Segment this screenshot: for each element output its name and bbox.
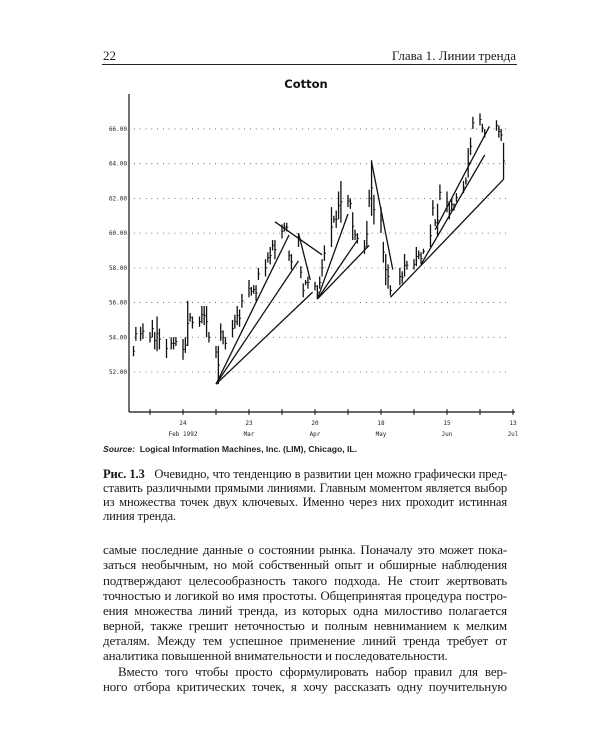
- x-tick-day-label: 24: [179, 420, 187, 427]
- trendline: [389, 178, 505, 298]
- source-text: Logical Information Machines, Inc. (LIM)…: [139, 444, 358, 454]
- caption-label: Рис. 1.3: [103, 467, 145, 481]
- body-text-line: аналитика повышенной внимательности и по…: [103, 648, 448, 663]
- body-text-line: подтверждают целесообразность такого под…: [103, 573, 507, 588]
- trendline: [316, 239, 358, 300]
- body-text-line: самые последние данные о состоянии рынка…: [103, 542, 507, 557]
- body-text-line: точностью и логикой во имя простоты. Общ…: [103, 588, 507, 603]
- x-tick-month-label: May: [376, 431, 387, 438]
- body-text-line: заться необычным, но мой собственный опы…: [103, 557, 507, 572]
- x-tick-month-label: Jun: [442, 431, 453, 438]
- trendline: [370, 161, 394, 270]
- caption-text: Очевидно, что тенденцию в развитии цен м…: [154, 467, 507, 481]
- x-tick-day-label: 23: [245, 420, 253, 427]
- trendline: [316, 213, 349, 300]
- y-tick-label: 56.00: [109, 300, 127, 307]
- trendline: [215, 260, 300, 385]
- page-number: 22: [103, 48, 116, 63]
- y-tick-label: 60.00: [109, 230, 127, 237]
- x-tick-day-label: 20: [311, 420, 319, 427]
- y-tick-label: 52.00: [109, 369, 127, 376]
- body-text-line: верной, также грешит неточностью и полны…: [103, 618, 507, 633]
- y-tick-label: 62.00: [109, 195, 127, 202]
- y-tick-label: 64.00: [109, 161, 127, 168]
- x-tick-month-label: Mar: [244, 431, 255, 438]
- body-text-line: деталям. Между тем успешное применение л…: [103, 633, 507, 648]
- x-tick-month-label: Jul: [508, 431, 519, 438]
- trendline: [215, 234, 290, 385]
- trendline: [274, 221, 323, 256]
- y-tick-label: 58.00: [109, 265, 127, 272]
- running-header-chapter: Глава 1. Линии тренда: [391, 48, 516, 63]
- header-rule: [102, 64, 517, 65]
- trendline: [297, 232, 311, 281]
- caption-line: из множества точек двух ключевых. Именно…: [103, 495, 507, 509]
- figure-source: Source: Logical Information Machines, In…: [103, 444, 357, 454]
- body-text-line: Вместо того чтобы просто сформулировать …: [118, 664, 507, 679]
- caption-line: ставить различными прямыми линиями. Глав…: [103, 481, 507, 495]
- x-tick-month-label: Apr: [310, 431, 321, 438]
- x-tick-day-label: 18: [377, 420, 385, 427]
- trendline: [434, 126, 490, 230]
- y-tick-label: 66.00: [109, 126, 127, 133]
- caption-line: Рис. 1.3 Очевидно, что тенденцию в разви…: [103, 467, 507, 482]
- x-tick-day-label: 13: [509, 420, 517, 427]
- x-tick-day-label: 15: [443, 420, 451, 427]
- source-label: Source:: [103, 444, 135, 454]
- trendline: [420, 154, 486, 265]
- trendline: [215, 291, 314, 385]
- y-tick-label: 54.00: [109, 334, 127, 341]
- x-tick-month-label: Feb 1992: [169, 431, 198, 438]
- caption-line: линия тренда.: [103, 509, 176, 523]
- body-text-line: ного отбора критических точек, я хочу ра…: [103, 679, 507, 694]
- body-text-line: ения множества линий тренда, из которых …: [103, 603, 507, 618]
- trendline: [316, 244, 370, 300]
- chart-title: Cotton: [284, 77, 327, 91]
